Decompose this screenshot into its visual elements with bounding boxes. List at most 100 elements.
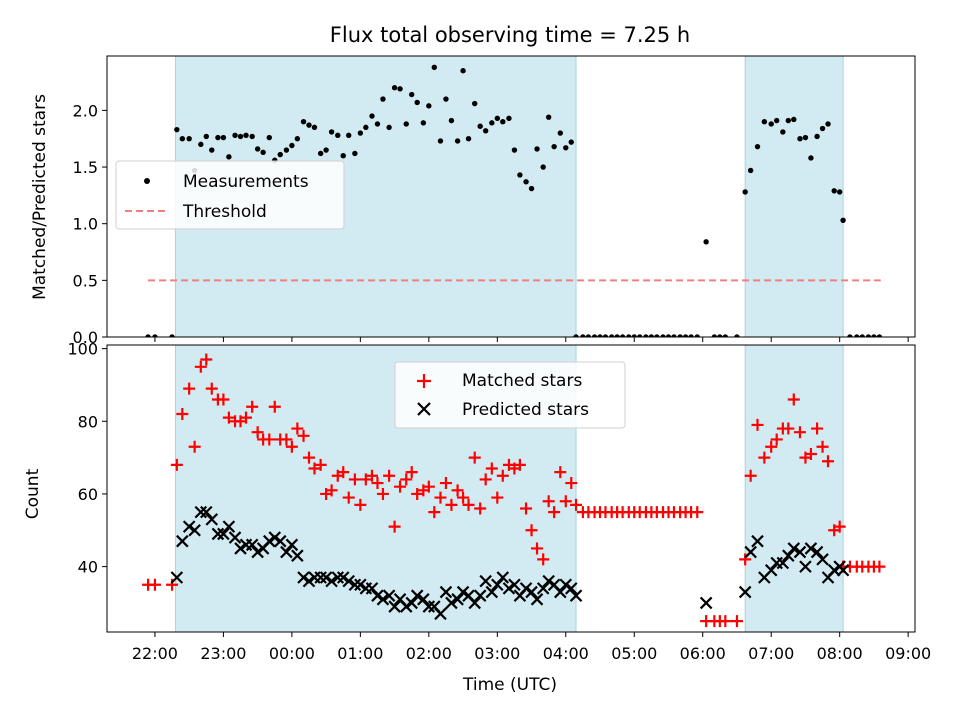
measurement-point xyxy=(283,147,290,153)
measurement-point xyxy=(545,114,552,120)
top-y-axis-label: Matched/Predicted stars xyxy=(30,94,50,300)
predicted-star-point xyxy=(508,578,521,592)
predicted-star-point xyxy=(194,505,208,519)
predicted-star-point xyxy=(776,556,790,570)
legend-measurements-marker xyxy=(144,178,150,184)
x-tick-label: 07:00 xyxy=(748,644,794,663)
matched-star-point xyxy=(251,426,264,439)
predicted-star-point xyxy=(456,585,470,599)
predicted-star-point xyxy=(251,545,264,559)
measurement-point xyxy=(317,150,324,157)
matched-star-point xyxy=(148,578,161,591)
predicted-star-point xyxy=(319,571,333,584)
measurement-point xyxy=(289,142,295,149)
x-tick-label: 00:00 xyxy=(269,644,315,663)
matched-star-point xyxy=(342,491,355,504)
measurement-point xyxy=(694,334,700,337)
matched-star-point xyxy=(434,491,447,504)
matched-star-point xyxy=(194,360,207,373)
measurement-point xyxy=(254,146,261,152)
predicted-star-point xyxy=(371,589,384,602)
measurement-point xyxy=(847,334,853,337)
measurement-point xyxy=(780,129,786,135)
matched-star-point xyxy=(770,433,783,446)
measurement-point xyxy=(631,334,637,337)
predicted-star-point xyxy=(382,589,396,602)
measurement-point xyxy=(277,151,283,158)
measurement-point xyxy=(369,113,375,119)
measurement-point xyxy=(397,86,403,92)
bottom-axes-frame xyxy=(106,344,916,633)
matched-star-point xyxy=(730,615,743,628)
top-x-ticks xyxy=(154,337,909,342)
predicted-star-point xyxy=(836,563,850,577)
measurement-point xyxy=(717,334,723,337)
predicted-star-point xyxy=(530,593,544,606)
x-tick-label: 08:00 xyxy=(817,644,863,663)
legend-measurements-label: Measurements xyxy=(183,172,309,192)
measurement-point xyxy=(437,138,444,144)
predicted-star-point xyxy=(491,578,504,592)
predicted-star-point xyxy=(170,571,184,584)
measurement-point xyxy=(448,117,455,124)
measurement-point xyxy=(563,145,569,151)
measurement-point xyxy=(426,103,432,109)
matched-star-point xyxy=(383,469,396,482)
measurement-point xyxy=(871,334,877,337)
matched-star-point xyxy=(491,491,504,504)
measurement-point xyxy=(443,96,449,102)
measurement-point xyxy=(465,136,472,142)
matched-star-point xyxy=(291,422,304,435)
matched-star-point xyxy=(751,418,764,431)
matched-star-point xyxy=(376,487,389,500)
matched-star-point xyxy=(520,502,533,515)
matched-star-point xyxy=(422,480,435,493)
matched-star-point xyxy=(873,560,886,573)
measurement-point xyxy=(608,334,615,337)
measurement-point xyxy=(328,129,335,135)
matched-star-point xyxy=(787,393,800,406)
predicted-star-point xyxy=(365,582,379,595)
matched-star-point xyxy=(297,429,310,442)
predicted-star-point xyxy=(188,524,201,537)
predicted-star-point xyxy=(804,542,818,555)
measurement-point xyxy=(494,115,501,122)
predicted-star-point xyxy=(182,520,196,533)
measurement-point xyxy=(614,334,620,337)
predicted-star-point xyxy=(268,531,282,544)
measurement-point xyxy=(374,121,381,127)
measurement-point xyxy=(785,117,792,124)
measurement-point xyxy=(243,132,249,139)
matched-star-point xyxy=(365,469,378,482)
measurement-point xyxy=(711,334,718,337)
predicted-star-point xyxy=(434,607,447,621)
matched-star-point xyxy=(804,447,817,460)
measurement-point xyxy=(517,172,523,178)
matched-star-point xyxy=(548,506,561,519)
measurement-point xyxy=(534,146,540,152)
x-tick-label: 01:00 xyxy=(337,644,383,663)
predicted-star-point xyxy=(799,560,812,573)
measurement-point xyxy=(591,334,598,337)
predicted-star-point xyxy=(496,571,510,584)
matched-star-point xyxy=(691,506,704,519)
y-tick-label: 2.0 xyxy=(73,101,98,120)
measurement-point xyxy=(237,133,244,140)
measurement-point xyxy=(340,153,346,159)
measurement-point xyxy=(266,134,272,141)
matched-star-point xyxy=(268,400,281,413)
bottom-x-axis: 22:00 23:00 00:00 01:00 02:00 03:00 04:00 05:00… xyxy=(132,632,931,663)
predicted-star-point xyxy=(217,527,230,541)
matched-star-point xyxy=(537,553,550,566)
measurement-point xyxy=(754,143,761,150)
predicted-star-point xyxy=(525,585,538,599)
measurement-point xyxy=(511,147,518,153)
measurement-point xyxy=(152,334,158,337)
measurement-point xyxy=(215,134,221,141)
x-tick-label: 23:00 xyxy=(200,644,246,663)
measurement-point xyxy=(363,124,369,131)
top-legend-box xyxy=(115,160,345,230)
matched-star-point xyxy=(217,393,230,406)
predicted-star-point xyxy=(542,574,555,588)
